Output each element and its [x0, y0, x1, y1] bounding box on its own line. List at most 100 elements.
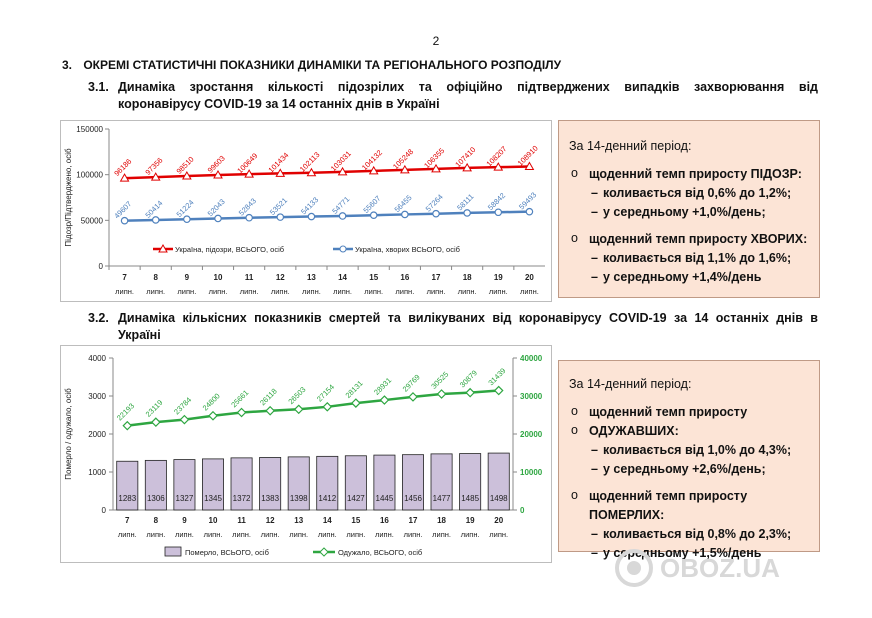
data-point — [122, 420, 133, 431]
x-tick-month: липн. — [427, 287, 446, 296]
data-point — [431, 163, 441, 173]
x-tick-day: 13 — [307, 273, 316, 282]
data-point — [493, 162, 504, 171]
data-label: 54133 — [299, 195, 320, 216]
y-axis-label: Померло / одужало, осіб — [64, 388, 73, 480]
x-tick-month: липн. — [146, 287, 165, 296]
x-tick-day: 19 — [466, 516, 475, 525]
x-tick-day: 18 — [463, 273, 472, 282]
legend-label-confirmed: Україна, хворих ВСЬОГО, осіб — [355, 245, 460, 254]
x-tick-month: липн. — [261, 530, 280, 539]
bar-label: 1445 — [376, 494, 394, 503]
data-point — [275, 168, 286, 177]
data-label: 108207 — [484, 144, 508, 168]
data-label: 58842 — [486, 191, 507, 212]
data-point — [368, 165, 379, 175]
info-dash: коливається від 0,6% до 1,2%; — [569, 184, 809, 203]
bar-deaths — [373, 454, 396, 511]
data-point — [338, 212, 347, 220]
x-tick-day: 16 — [380, 516, 389, 525]
bar-deaths — [259, 457, 282, 511]
data-label: 55607 — [361, 194, 382, 215]
data-label: 51224 — [175, 198, 196, 219]
data-point — [179, 414, 190, 425]
data-point — [119, 173, 130, 182]
data-point — [245, 213, 253, 222]
x-tick-month: липн. — [289, 530, 308, 539]
data-label: 52843 — [237, 196, 258, 217]
y2-tick-label: 0 — [520, 506, 525, 515]
y-tick-label: 3000 — [88, 392, 106, 401]
data-label: 26118 — [258, 387, 279, 408]
watermark-text: OBOZ.UA — [660, 553, 780, 583]
bar-label: 1498 — [490, 494, 508, 503]
x-tick-day: 13 — [294, 516, 303, 525]
x-tick-day: 19 — [494, 273, 503, 282]
bar-deaths — [202, 458, 224, 511]
x-tick-month: липн. — [204, 530, 223, 539]
bar-label: 1398 — [290, 494, 308, 503]
section-number: 3. — [62, 58, 73, 72]
data-point — [462, 162, 473, 172]
series-line-recovered — [127, 389, 499, 427]
subsection-title-line1: Динаміка кількісних показників смертей т… — [118, 311, 818, 325]
data-label: 105248 — [391, 147, 415, 171]
bar-label: 1283 — [118, 494, 136, 503]
bar-label: 1485 — [461, 494, 479, 503]
x-tick-day: 15 — [369, 273, 378, 282]
info-dash: у середньому +2,6%/день; — [569, 460, 809, 479]
subsection-title-line1: Динаміка зростання кількості підозрілих … — [118, 80, 818, 94]
info-box-2: За 14-денний період: щоденний темп приро… — [558, 360, 820, 563]
x-tick-month: липн. — [209, 287, 228, 296]
chart-2-svg: 01000200030004000010000200003000040000По… — [64, 354, 543, 557]
data-label: 50414 — [143, 199, 164, 220]
data-label: 100649 — [235, 151, 259, 175]
data-label: 98510 — [175, 155, 196, 176]
x-tick-day: 16 — [400, 273, 409, 282]
x-tick-day: 11 — [245, 273, 254, 282]
x-tick-day: 12 — [276, 273, 285, 282]
info-dash: коливається від 1,0% до 4,3%; — [569, 441, 809, 460]
subsection-number: 3.2. — [88, 311, 109, 325]
data-label: 53521 — [268, 196, 289, 217]
legend-label-deaths: Померло, ВСЬОГО, осіб — [185, 548, 269, 557]
data-label: 58111 — [455, 192, 475, 212]
data-label: 97356 — [143, 156, 164, 177]
data-point — [306, 167, 317, 177]
legend-label-suspected: Україна, підозри, ВСЬОГО, осіб — [175, 245, 284, 254]
data-point — [463, 209, 471, 217]
data-label: 107410 — [453, 145, 477, 169]
data-point — [432, 209, 440, 218]
data-point — [379, 395, 390, 405]
x-tick-month: липн. — [271, 287, 290, 296]
x-tick-month: липн. — [177, 287, 196, 296]
y-tick-label: 4000 — [88, 354, 106, 363]
bar-deaths — [144, 459, 167, 511]
bar-deaths — [287, 456, 310, 511]
data-point — [369, 211, 378, 220]
bar-deaths — [430, 453, 453, 511]
info-bullet: щоденний темп приросту ХВОРИХ: — [569, 229, 809, 249]
x-tick-month: липн. — [395, 287, 414, 296]
data-label: 26503 — [286, 385, 307, 406]
x-tick-month: липн. — [333, 287, 352, 296]
data-label: 25661 — [229, 388, 250, 409]
data-point — [213, 170, 223, 179]
data-label: 106355 — [422, 146, 446, 170]
data-label: 96186 — [112, 157, 133, 178]
subsection-3-1-heading: 3.1. Динаміка зростання кількості підозр… — [88, 79, 818, 113]
x-tick-day: 18 — [437, 516, 446, 525]
data-label: 52043 — [206, 197, 227, 218]
data-label: 103031 — [329, 149, 353, 173]
x-tick-month: липн. — [489, 530, 508, 539]
y-tick-label: 2000 — [88, 430, 106, 439]
bar-label: 1327 — [176, 494, 194, 503]
bar-deaths — [344, 455, 367, 511]
y2-tick-label: 30000 — [520, 392, 543, 401]
bar-deaths — [487, 452, 510, 511]
legend-label-recovered: Одужало, ВСЬОГО, осіб — [338, 548, 422, 557]
data-label: 27154 — [315, 382, 336, 403]
info-bullet: щоденний темп приросту ПІДОЗР: — [569, 164, 809, 184]
x-tick-month: липн. — [364, 287, 383, 296]
y2-tick-label: 40000 — [520, 354, 543, 363]
